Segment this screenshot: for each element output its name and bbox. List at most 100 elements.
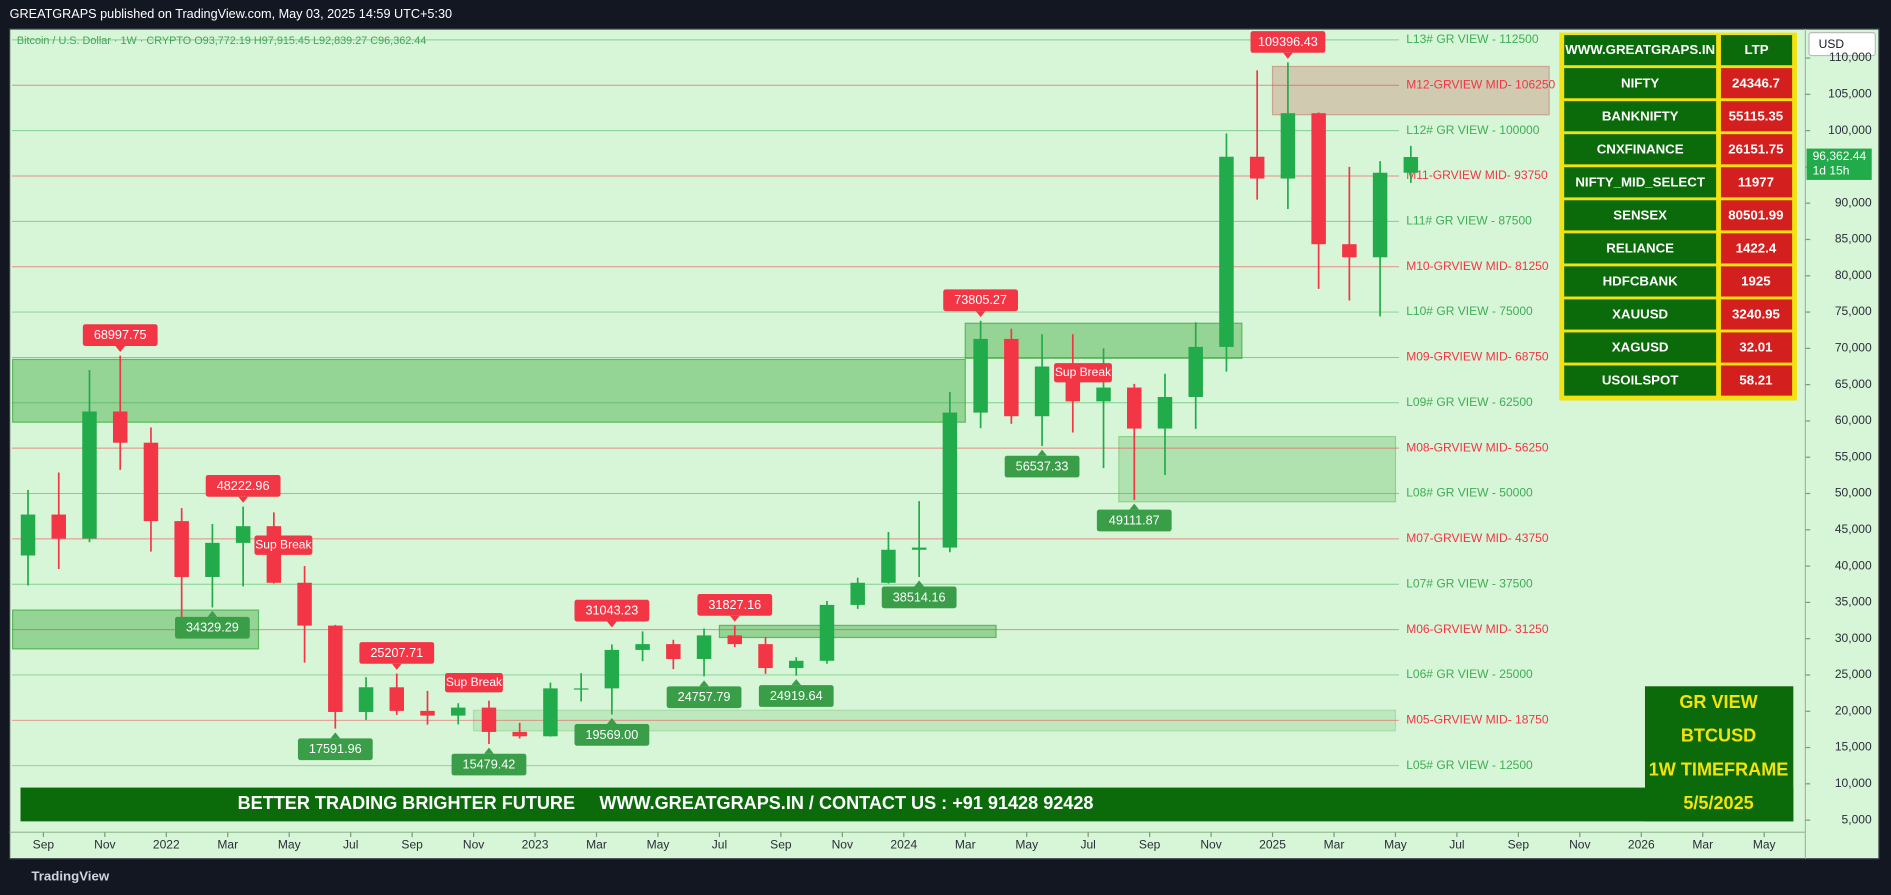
pivot-pointer (238, 496, 248, 503)
candle-body (1096, 387, 1111, 402)
x-tick-label: Sep (770, 838, 792, 852)
sup-break-label: Sup Break (446, 675, 503, 689)
level-label: M07-GRVIEW MID- 43750 (1406, 531, 1549, 545)
level-label: L05# GR VIEW - 12500 (1406, 758, 1533, 772)
pivot-box (666, 686, 742, 709)
candle-body (881, 549, 896, 583)
pivot-label: 17591.96 (309, 742, 362, 756)
watchlist-name[interactable]: USOILSPOT (1602, 373, 1679, 388)
watchlist-name[interactable]: BANKNIFTY (1602, 108, 1679, 123)
x-tick-label: Sep (1508, 838, 1530, 852)
level-label: L07# GR VIEW - 37500 (1406, 576, 1533, 590)
watchlist-name[interactable]: XAUUSD (1612, 307, 1668, 322)
candle-body (973, 338, 988, 413)
watchlist-value: 80501.99 (1728, 207, 1783, 222)
watchlist-header: LTP (1745, 42, 1769, 57)
banner-left: BETTER TRADING BRIGHTER FUTURE (238, 793, 575, 813)
x-tick-label: 2026 (1628, 838, 1655, 852)
candle-body (1280, 113, 1296, 179)
candle-body (174, 521, 189, 577)
candle-body (1249, 156, 1265, 179)
watchlist-name[interactable]: XAGUSD (1612, 340, 1669, 355)
sup-break-box (1054, 363, 1112, 383)
candle-body (389, 687, 405, 711)
level-label: M05-GRVIEW MID- 18750 (1406, 713, 1549, 727)
y-tick-label: 75,000 (1835, 304, 1872, 318)
candle-body (635, 644, 650, 650)
watchlist-name[interactable]: NIFTY (1621, 75, 1659, 90)
pivot-pointer (207, 610, 218, 617)
pivot-box (758, 685, 834, 707)
watchlist-name-cell (1564, 68, 1717, 99)
level-label: M08-GRVIEW MID- 56250 (1406, 440, 1549, 454)
watchlist-name[interactable]: RELIANCE (1606, 240, 1674, 255)
watchlist-value: 11977 (1738, 174, 1774, 189)
watchlist-header-cell (1564, 35, 1717, 66)
watchlist-name-cell (1564, 233, 1717, 264)
currency-button[interactable] (1808, 32, 1876, 57)
candle-body (481, 707, 497, 732)
candle-body (543, 688, 558, 737)
watchlist-name[interactable]: CNXFINANCE (1597, 141, 1684, 156)
candle-body (789, 660, 804, 669)
watchlist-value-cell (1720, 68, 1793, 99)
sup-break-box (254, 535, 313, 555)
sup-break-label: Sup Break (255, 537, 312, 551)
x-tick-label: Mar (955, 838, 976, 852)
watchlist-value: 3240.95 (1732, 307, 1780, 322)
promo-line: BTCUSD (1681, 726, 1756, 746)
pivot-label: 31827.16 (708, 598, 761, 612)
watchlist-value-cell (1720, 167, 1793, 198)
watchlist-header-cell (1720, 35, 1793, 66)
watchlist-value: 55115.35 (1729, 108, 1784, 123)
pivot-box (574, 724, 650, 746)
watchlist-name[interactable]: SENSEX (1613, 207, 1667, 222)
watchlist-name[interactable]: NIFTY_MID_SELECT (1575, 174, 1705, 189)
y-tick-label: 30,000 (1835, 631, 1872, 645)
watchlist-value-cell (1720, 365, 1793, 396)
pivot-label: 34329.29 (186, 621, 239, 635)
candle-body (112, 411, 128, 443)
candle-body (727, 635, 743, 645)
symbol-legend: Bitcoin / U.S. Dollar · 1W · CRYPTO O93,… (17, 35, 426, 47)
x-tick-label: Nov (1200, 838, 1221, 852)
pivot-pointer (699, 680, 709, 687)
candle-body (1403, 157, 1419, 173)
pivot-box (574, 599, 650, 622)
candle-body (942, 412, 958, 548)
candle-body (51, 514, 66, 539)
x-tick-label: May (1753, 838, 1776, 852)
pivot-pointer (391, 663, 402, 670)
pivot-label: 15479.42 (463, 758, 516, 772)
x-tick-label: May (1015, 838, 1038, 852)
watchlist-value: 1925 (1741, 274, 1770, 289)
candle-body (1311, 113, 1326, 245)
level-label: M06-GRVIEW MID- 31250 (1406, 622, 1549, 636)
countdown-label: 1d 15h (1813, 164, 1850, 178)
watchlist-name[interactable]: HDFCBANK (1603, 274, 1679, 289)
x-tick-label: May (278, 838, 301, 852)
candle-body (1372, 172, 1388, 258)
y-tick-label: 70,000 (1835, 341, 1872, 355)
y-tick-label: 90,000 (1835, 195, 1872, 209)
pivot-box (82, 324, 158, 346)
level-label: L09# GR VIEW - 62500 (1406, 395, 1533, 409)
watchlist-value-cell (1720, 200, 1793, 231)
currency-label[interactable]: USD (1819, 37, 1845, 51)
candle-body (143, 442, 159, 522)
x-tick-label: 2025 (1259, 838, 1286, 852)
candle-body (1127, 387, 1142, 429)
x-tick-label: Sep (33, 838, 55, 852)
watchlist-value-cell (1720, 101, 1793, 132)
last-price-label: 96,362.44 (1813, 149, 1867, 163)
x-tick-label: Sep (1139, 838, 1161, 852)
y-tick-label: 10,000 (1835, 776, 1872, 790)
candle-body (20, 514, 36, 556)
x-tick-label: 2022 (153, 838, 180, 852)
watchlist-name-cell (1564, 299, 1717, 330)
candle-body (235, 526, 251, 543)
candle-body (573, 688, 589, 690)
y-tick-label: 65,000 (1835, 377, 1872, 391)
pivot-pointer (791, 679, 802, 686)
